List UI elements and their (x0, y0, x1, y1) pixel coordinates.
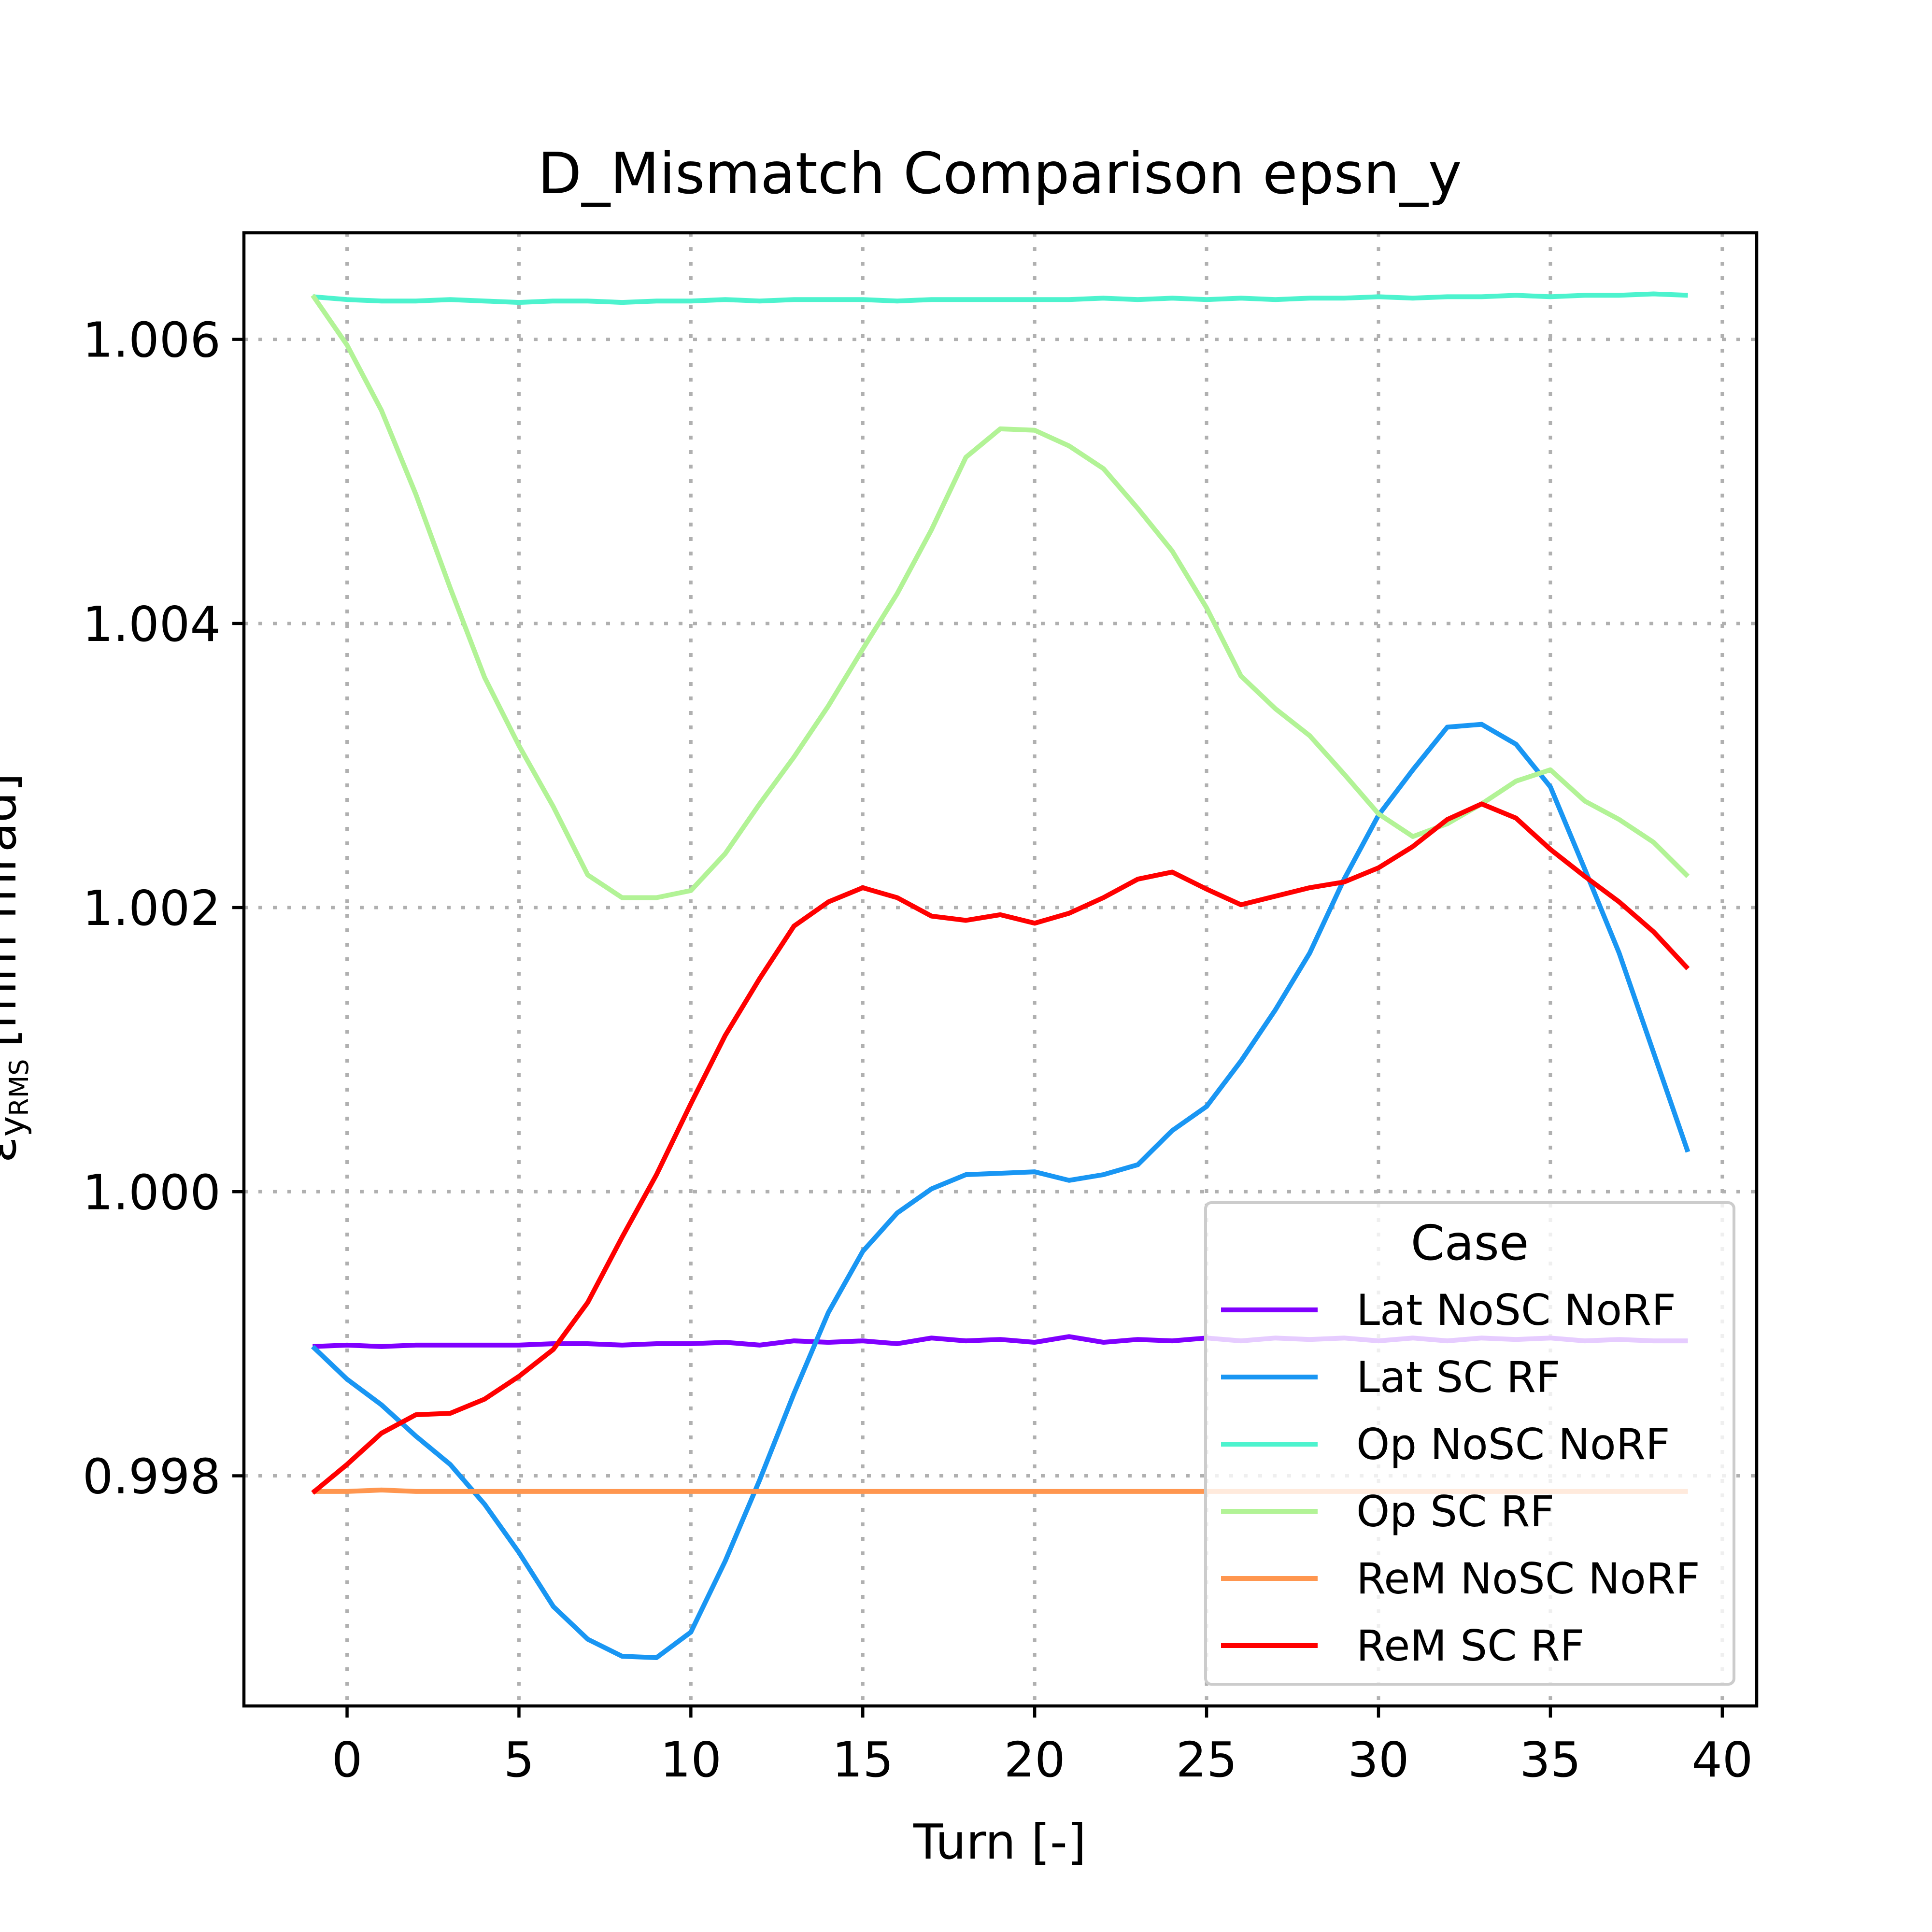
x-tick-label: 35 (1520, 1732, 1581, 1788)
y-tick-label: 0.998 (83, 1449, 221, 1505)
x-tick-label: 30 (1348, 1732, 1409, 1788)
legend-label-op-nosc-norf: Op NoSC NoRF (1356, 1420, 1670, 1469)
x-axis: 0 5 10 15 20 25 30 35 40 (332, 1706, 1753, 1788)
y-axis-label-symbol: ε (0, 1136, 27, 1163)
x-tick-label: 0 (332, 1732, 363, 1788)
legend-label-rem-nosc-norf: ReM NoSC NoRF (1356, 1554, 1700, 1604)
x-tick-label: 20 (1004, 1732, 1065, 1788)
y-axis-label-units: [mm mrad] (0, 773, 27, 1048)
series-line-lat-sc-rf (311, 722, 1690, 1660)
x-tick-label: 5 (504, 1732, 535, 1788)
legend-label-lat-nosc-norf: Lat NoSC NoRF (1356, 1285, 1676, 1335)
x-tick-label: 25 (1176, 1732, 1237, 1788)
series-line-op-sc-rf (311, 294, 1690, 900)
x-tick-label: 15 (832, 1732, 894, 1788)
legend-items: Lat NoSC NoRF Lat SC RF Op NoSC NoRF Op SC … (1221, 1285, 1700, 1671)
y-axis-label-subsubscript: RMS (4, 1059, 34, 1116)
legend: Case Lat NoSC NoRF Lat SC RF Op NoSC NoRF O… (1204, 1201, 1735, 1686)
x-tick-label: 40 (1691, 1732, 1753, 1788)
chart-title: D_Mismatch Comparison epsn_y (538, 140, 1462, 207)
legend-title: Case (1411, 1215, 1529, 1271)
series-line-op-nosc-norf (312, 291, 1688, 305)
y-tick-label: 1.006 (83, 312, 221, 369)
x-axis-label: Turn [-] (913, 1814, 1086, 1870)
series-line-rem-sc-rf (311, 801, 1690, 1495)
legend-label-op-sc-rf: Op SC RF (1356, 1487, 1554, 1536)
plot-frame (242, 231, 1759, 1708)
y-tick-label: 1.000 (83, 1164, 221, 1221)
y-axis-label: εyRMS [mm mrad] (0, 773, 34, 1163)
y-axis-label-subscript: y (0, 1116, 32, 1137)
legend-label-lat-sc-rf: Lat SC RF (1356, 1352, 1560, 1402)
y-tick-label: 1.002 (83, 880, 221, 937)
y-tick-label: 1.004 (83, 596, 221, 653)
legend-box (1204, 1201, 1735, 1686)
y-axis: 0.998 1.000 1.002 1.004 1.006 (83, 312, 244, 1505)
x-tick-label: 10 (660, 1732, 722, 1788)
legend-label-rem-sc-rf: ReM SC RF (1356, 1621, 1584, 1671)
